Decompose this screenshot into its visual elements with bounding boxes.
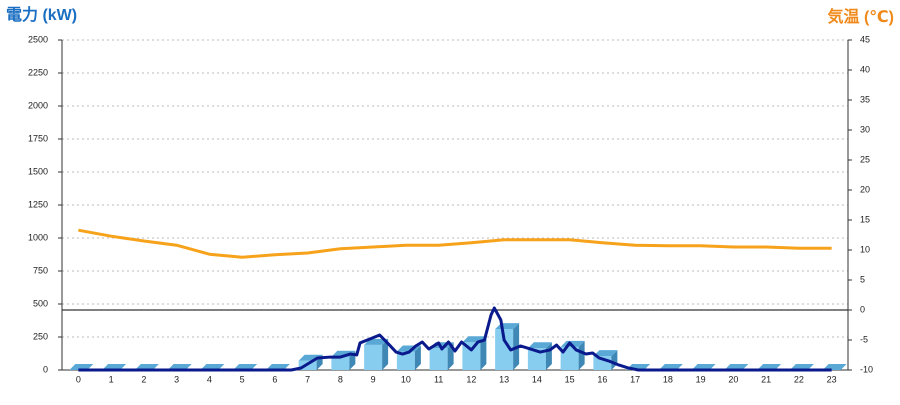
x-tick-label: 20	[728, 374, 738, 384]
y-tick-label: 500	[33, 298, 48, 308]
x-tick-label: 17	[630, 374, 640, 384]
y-tick-label: 1250	[28, 199, 48, 209]
y-tick-label: 0	[43, 364, 48, 374]
y-tick-label: 2500	[28, 34, 48, 44]
x-tick-label: 16	[597, 374, 607, 384]
y-tick-label: 2250	[28, 67, 48, 77]
bar	[364, 338, 389, 370]
x-tick-label: 18	[663, 374, 673, 384]
line	[78, 228, 832, 259]
y2-tick-label: 0	[860, 304, 865, 314]
x-tick-label: 0	[76, 374, 81, 384]
y2-tick-label: 30	[860, 124, 870, 134]
y2-tick-label: 25	[860, 154, 870, 164]
x-tick-label: 12	[466, 374, 476, 384]
y2-axis-title: 気温 (℃)	[828, 7, 894, 26]
y-tick-label: 2000	[28, 100, 48, 110]
x-tick-label: 8	[338, 374, 343, 384]
x-tick-label: 1	[109, 374, 114, 384]
x-tick-label: 10	[401, 374, 411, 384]
x-tick-label: 21	[761, 374, 771, 384]
x-tick-label: 5	[240, 374, 245, 384]
y2-tick-label: 5	[860, 274, 865, 284]
x-tick-label: 11	[434, 374, 443, 384]
x-tick-label: 6	[272, 374, 277, 384]
x-tick-label: 9	[371, 374, 376, 384]
x-tick-label: 14	[532, 374, 542, 384]
x-tick-label: 15	[565, 374, 575, 384]
y2-tick-label: 40	[860, 64, 870, 74]
y-tick-label: 1500	[28, 166, 48, 176]
x-tick-label: 4	[207, 374, 212, 384]
y2-tick-label: -5	[860, 334, 868, 344]
y-tick-label: 1000	[28, 232, 48, 242]
x-tick-label: 13	[499, 374, 509, 384]
bar	[527, 342, 552, 370]
y2-tick-label: 35	[860, 94, 870, 104]
y-tick-label: 750	[33, 265, 48, 275]
y2-tick-label: 10	[860, 244, 870, 254]
x-tick-label: 2	[141, 374, 146, 384]
x-tick-label: 3	[174, 374, 179, 384]
y2-tick-label: 20	[860, 184, 870, 194]
y-tick-label: 250	[33, 331, 48, 341]
x-tick-label: 23	[827, 374, 837, 384]
y2-tick-label: 45	[860, 34, 870, 44]
x-tick-label: 7	[305, 374, 310, 384]
bar	[462, 336, 487, 370]
y-tick-label: 1750	[28, 133, 48, 143]
x-tick-label: 22	[794, 374, 804, 384]
x-tick-label: 19	[696, 374, 706, 384]
line	[78, 306, 832, 372]
y2-tick-label: -10	[860, 364, 873, 374]
y2-tick-label: 15	[860, 214, 870, 224]
bar	[396, 345, 421, 370]
y-axis-title: 電力 (kW)	[6, 5, 77, 24]
